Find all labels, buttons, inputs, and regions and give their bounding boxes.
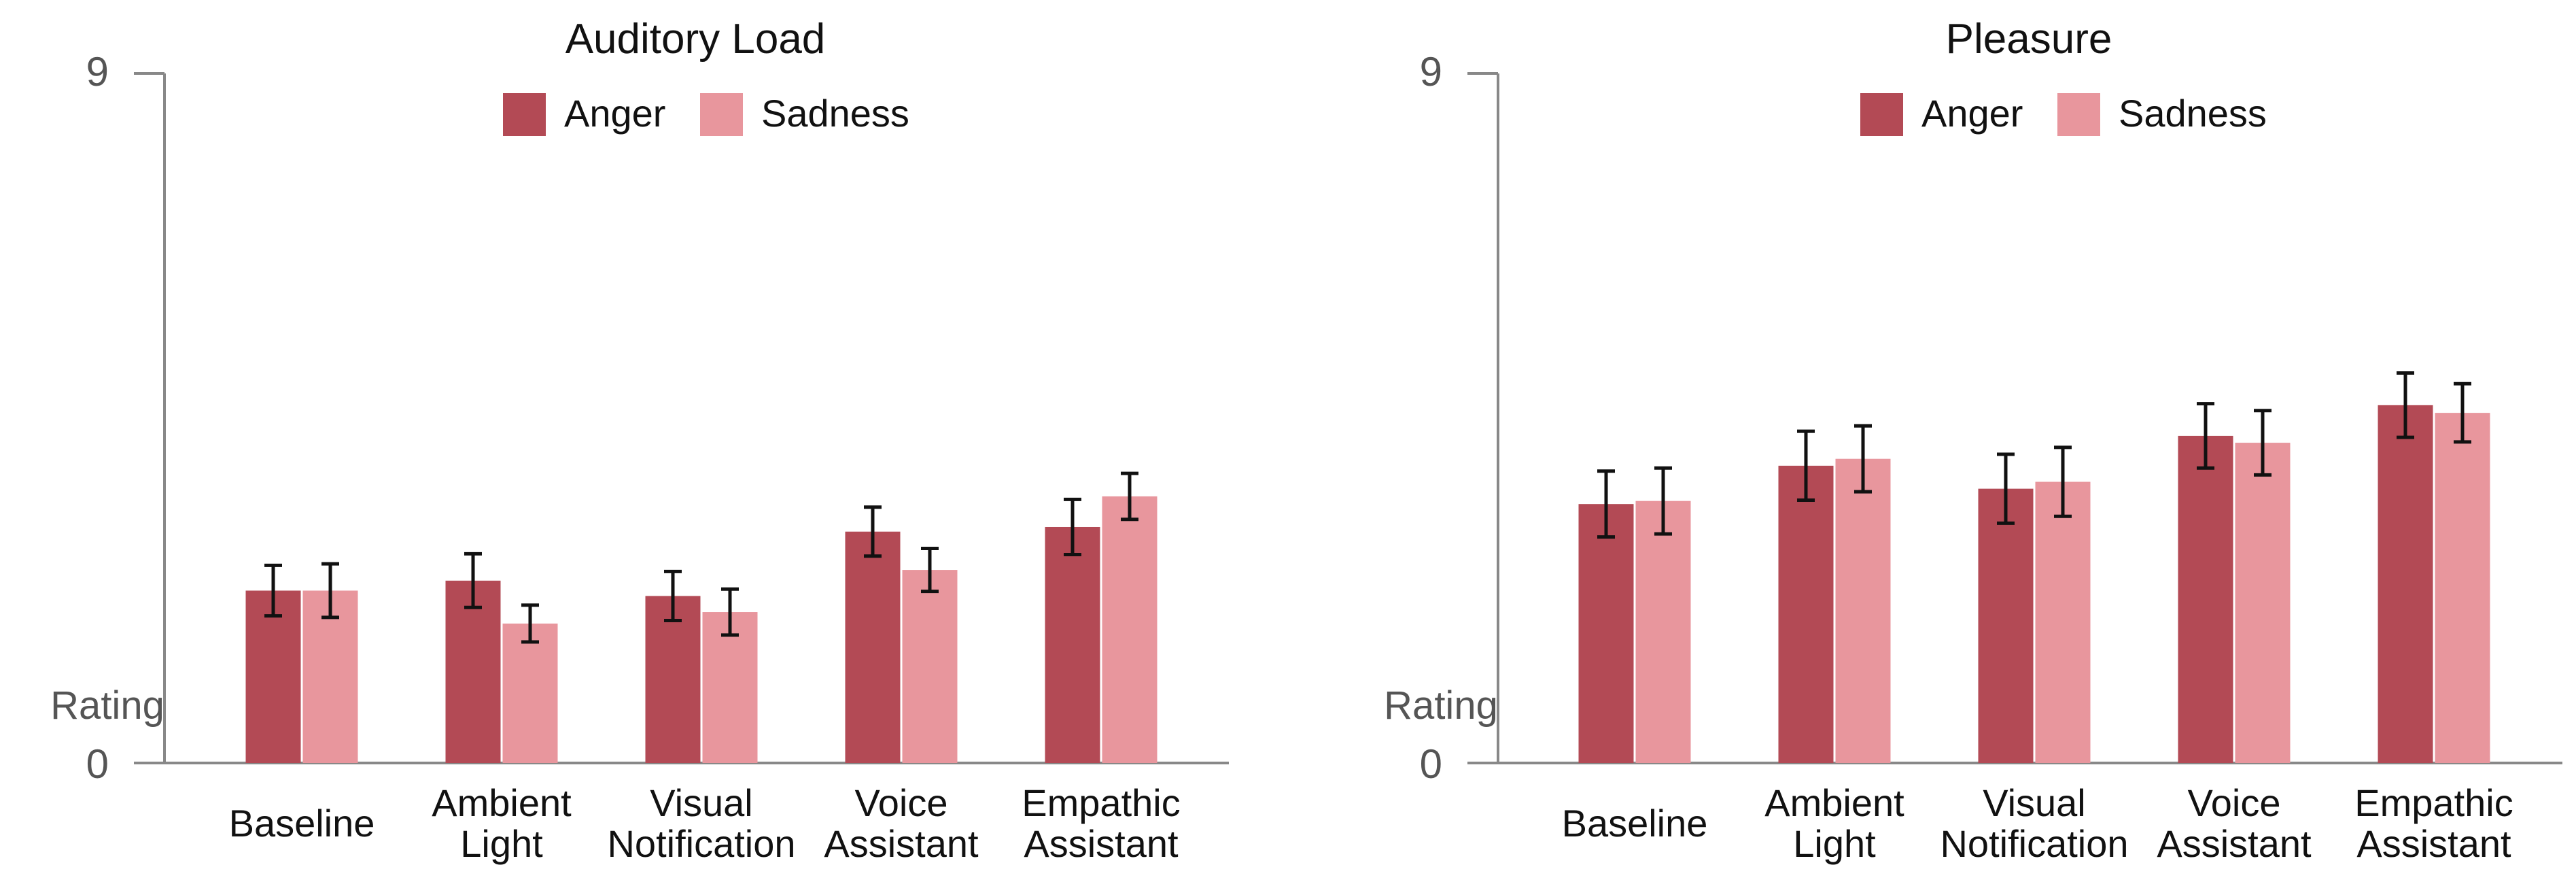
chart-panel-2: Pleasure Anger Sadness 9 0 Rating Baseline Ambi… xyxy=(1384,16,2562,865)
bar-anger-4 xyxy=(2178,435,2233,763)
error-bar-sadness-2 xyxy=(521,603,539,644)
error-bar-sadness-3 xyxy=(2054,445,2072,518)
legend-label-anger: Anger xyxy=(1921,92,2023,135)
x-tick-label-1: Baseline xyxy=(229,802,375,845)
error-bar-anger-2 xyxy=(1797,429,1815,503)
bar-sadness-1 xyxy=(1635,501,1691,763)
bar-sadness-1 xyxy=(302,590,358,763)
bar-anger-1 xyxy=(1578,504,1634,763)
chart-title: Auditory Load xyxy=(565,16,826,63)
y-axis-label: Rating xyxy=(50,683,164,728)
x-tick-label-5: Empathic Assistant xyxy=(2354,781,2513,865)
x-tick-label-line: Voice xyxy=(855,781,948,824)
x-tick-label-line: Empathic xyxy=(1022,781,1180,824)
error-bar-anger-1 xyxy=(1597,469,1615,539)
chart-title: Pleasure xyxy=(1946,16,2112,63)
error-bar-anger-1 xyxy=(264,563,282,618)
x-tick-label-line: Ambient xyxy=(432,781,572,824)
legend-swatch-sadness xyxy=(700,93,743,136)
bar-sadness-2 xyxy=(502,623,558,763)
error-bar-anger-5 xyxy=(2397,371,2414,439)
bar-anger-4 xyxy=(845,531,901,763)
bar-anger-2 xyxy=(1778,465,1834,763)
x-tick-label-line: Notification xyxy=(1940,822,2128,865)
error-bar-sadness-1 xyxy=(1654,466,1672,536)
bar-sadness-2 xyxy=(1835,458,1891,763)
x-tick-label-3: Visual Notification xyxy=(607,781,795,865)
y-tick-label-max: 9 xyxy=(86,49,109,95)
error-bar-anger-4 xyxy=(2197,402,2214,470)
bar-sadness-3 xyxy=(702,612,758,763)
error-bar-anger-4 xyxy=(864,505,882,558)
bar-anger-2 xyxy=(445,580,501,763)
legend-label-anger: Anger xyxy=(564,92,665,135)
error-bar-sadness-2 xyxy=(1854,424,1872,494)
error-bar-sadness-4 xyxy=(2254,409,2272,477)
x-tick-label-line: Light xyxy=(460,822,543,865)
x-tick-label-line: Light xyxy=(1793,822,1876,865)
bar-anger-5 xyxy=(2378,405,2433,763)
x-tick-label-2: Ambient Light xyxy=(1764,781,1904,865)
error-bar-anger-3 xyxy=(1997,452,2015,525)
y-tick-label-max: 9 xyxy=(1420,49,1442,95)
x-tick-label-line: Voice xyxy=(2188,781,2281,824)
legend-label-sadness: Sadness xyxy=(761,92,909,135)
y-tick-label-min: 0 xyxy=(1420,741,1442,787)
x-tick-label-line: Assistant xyxy=(824,822,979,865)
error-bar-sadness-1 xyxy=(321,562,339,620)
legend-swatch-anger xyxy=(503,93,546,136)
error-bar-sadness-5 xyxy=(2454,381,2471,444)
error-bar-anger-5 xyxy=(1064,497,1081,557)
error-bar-sadness-4 xyxy=(921,547,939,594)
x-tick-label-5: Empathic Assistant xyxy=(1022,781,1180,865)
bar-sadness-4 xyxy=(2235,443,2291,763)
bar-sadness-5 xyxy=(1102,496,1158,763)
x-tick-label-4: Voice Assistant xyxy=(824,781,979,865)
legend-label-sadness: Sadness xyxy=(2119,92,2267,135)
y-axis-label: Rating xyxy=(1384,683,1498,728)
x-tick-label-4: Voice Assistant xyxy=(2157,781,2312,865)
x-tick-label-2: Ambient Light xyxy=(432,781,572,865)
x-tick-label-3: Visual Notification xyxy=(1940,781,2128,865)
x-tick-label-line: Ambient xyxy=(1764,781,1904,824)
bar-sadness-5 xyxy=(2435,413,2490,763)
y-tick-label-min: 0 xyxy=(86,741,109,787)
legend-swatch-sadness xyxy=(2057,93,2100,136)
chart-panel-1: Auditory Load Anger Sadness 9 0 Rating Baselin… xyxy=(50,16,1229,865)
bar-sadness-4 xyxy=(902,570,958,763)
x-tick-label-line: Visual xyxy=(1983,781,2086,824)
bar-anger-3 xyxy=(1978,488,2034,763)
x-tick-label-line: Empathic xyxy=(2354,781,2513,824)
error-bar-anger-2 xyxy=(464,552,482,609)
error-bar-anger-3 xyxy=(664,569,682,622)
bar-anger-5 xyxy=(1045,526,1100,763)
bar-sadness-3 xyxy=(2035,481,2091,763)
legend-swatch-anger xyxy=(1860,93,1903,136)
x-tick-label-line: Assistant xyxy=(2157,822,2312,865)
bar-anger-3 xyxy=(645,596,701,763)
error-bar-sadness-5 xyxy=(1121,471,1138,522)
x-tick-label-line: Visual xyxy=(650,781,753,824)
x-tick-label-line: Notification xyxy=(607,822,795,865)
bar-anger-1 xyxy=(245,590,301,763)
error-bar-sadness-3 xyxy=(721,587,739,637)
x-tick-label-1: Baseline xyxy=(1562,802,1708,845)
x-tick-label-line: Assistant xyxy=(2356,822,2511,865)
x-tick-label-line: Assistant xyxy=(1024,822,1179,865)
